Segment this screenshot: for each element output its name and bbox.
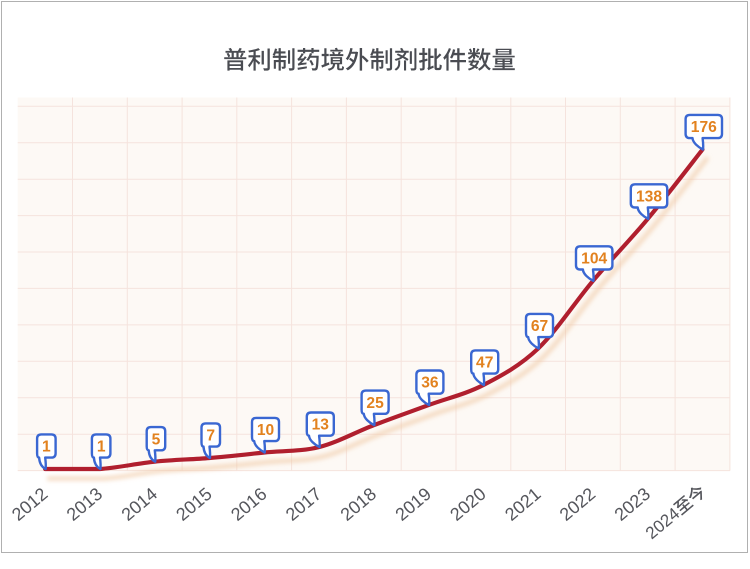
svg-text:67: 67 <box>531 318 548 335</box>
svg-text:10: 10 <box>257 422 275 439</box>
svg-text:13: 13 <box>312 417 330 434</box>
svg-text:1: 1 <box>42 439 51 456</box>
svg-text:25: 25 <box>366 395 384 412</box>
svg-text:36: 36 <box>421 375 439 392</box>
svg-text:5: 5 <box>152 431 161 448</box>
svg-text:47: 47 <box>476 355 493 372</box>
svg-text:138: 138 <box>636 189 662 206</box>
svg-text:1: 1 <box>97 439 106 456</box>
svg-text:104: 104 <box>581 251 607 268</box>
svg-text:7: 7 <box>206 428 215 445</box>
svg-text:176: 176 <box>691 119 717 136</box>
